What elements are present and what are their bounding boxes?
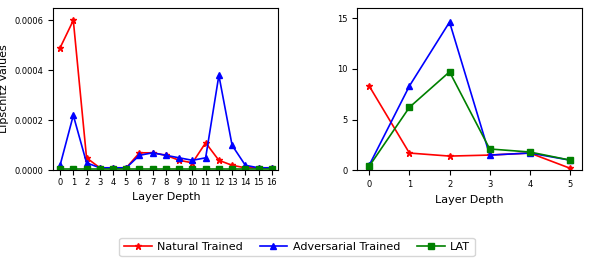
Y-axis label: Lipschitz Values: Lipschitz Values — [0, 45, 9, 133]
X-axis label: Layer Depth: Layer Depth — [132, 193, 200, 203]
X-axis label: Layer Depth: Layer Depth — [435, 195, 504, 205]
Legend: Natural Trained, Adversarial Trained, LAT: Natural Trained, Adversarial Trained, LA… — [119, 238, 475, 256]
